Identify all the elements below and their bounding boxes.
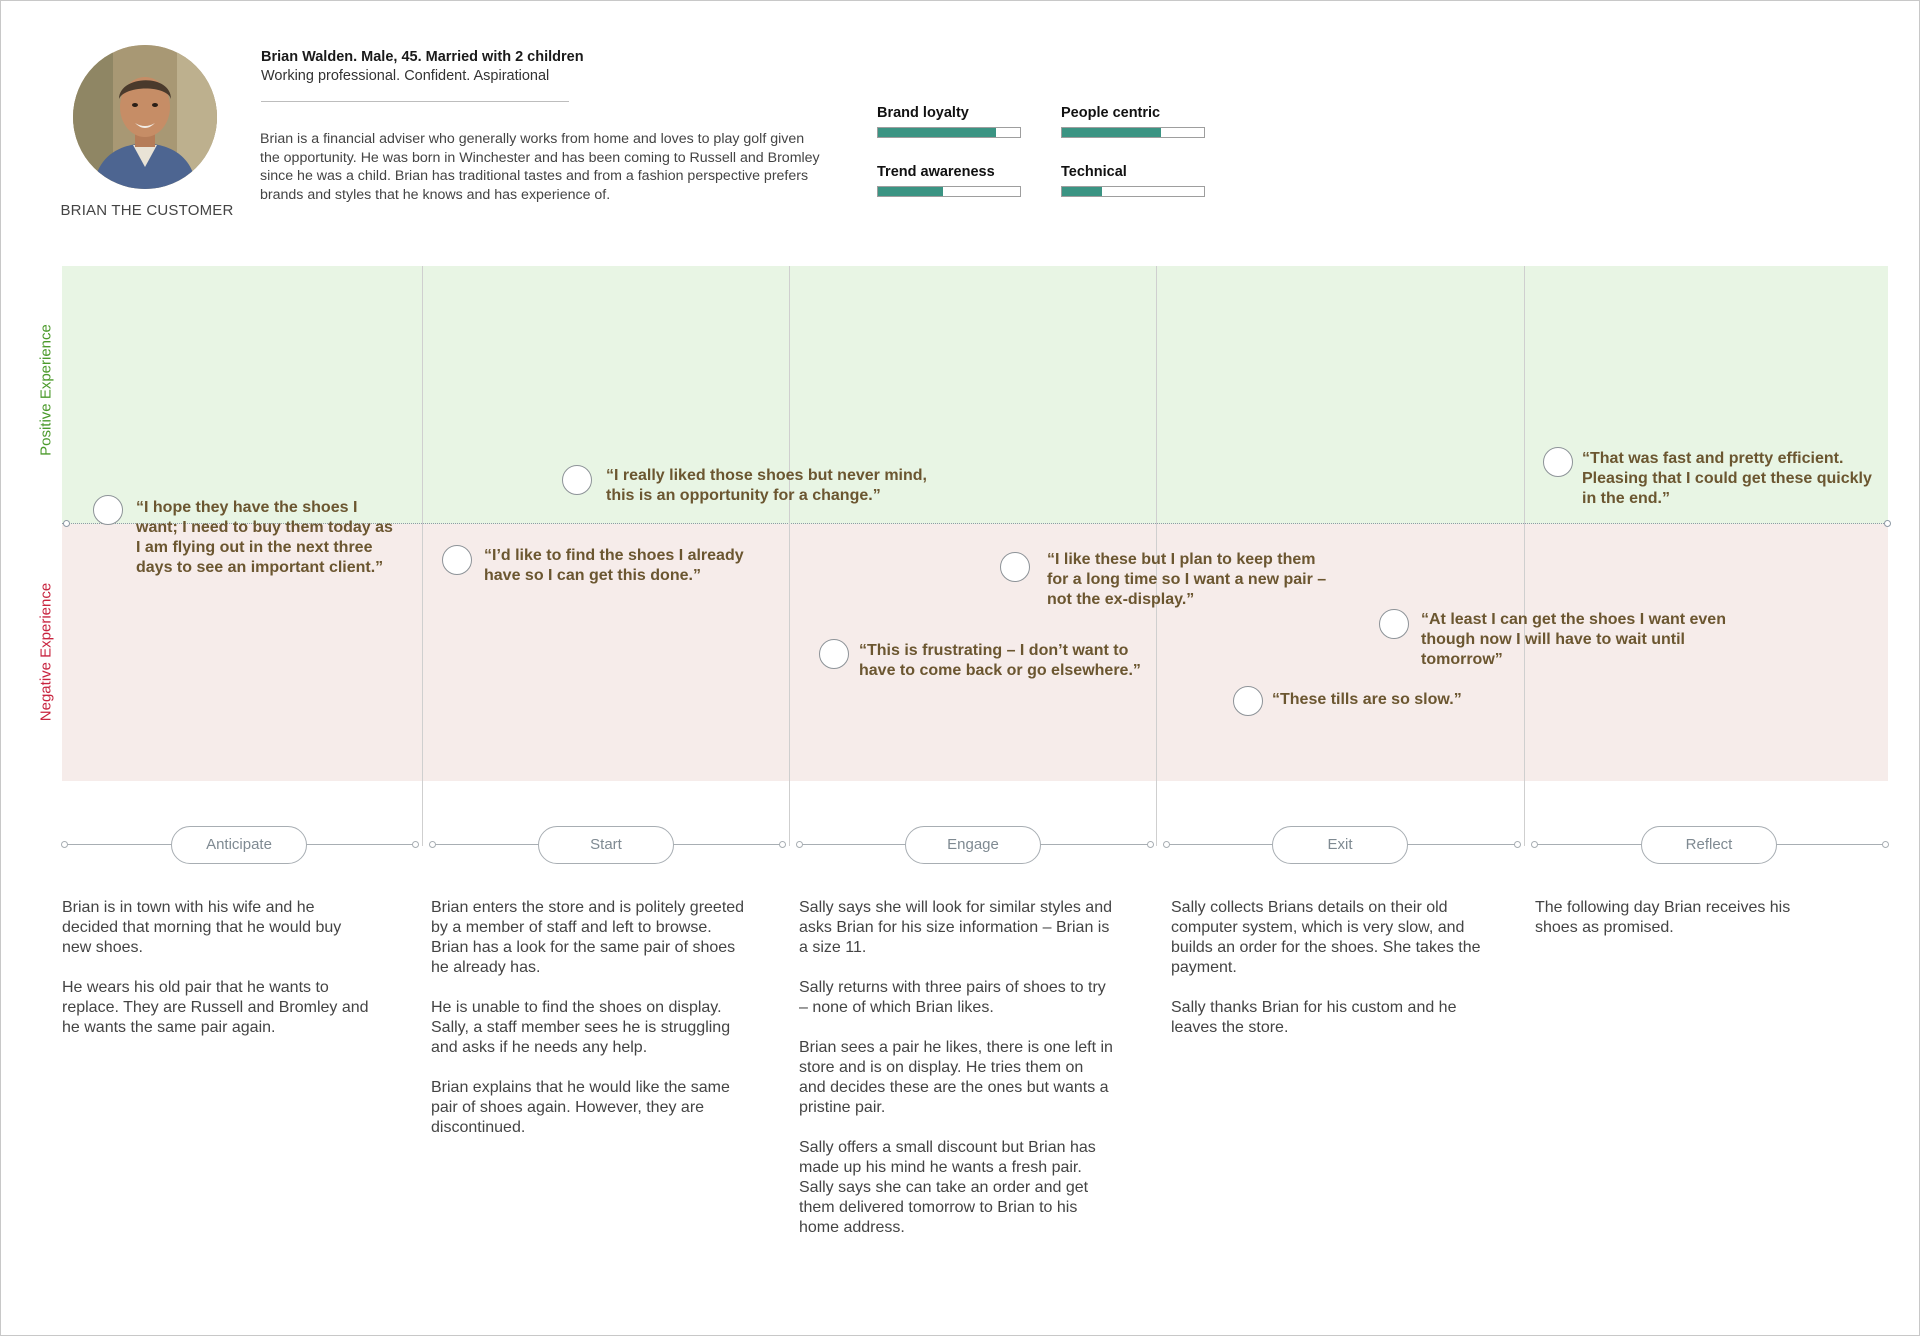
trait-meter [877,186,1021,197]
trait-trend-awareness: Trend awareness [877,164,1022,197]
persona-tagline: Working professional. Confident. Aspirat… [261,68,550,84]
timeline-dot [1882,841,1889,848]
emotion-marker [819,639,849,669]
neutral-line-start-dot [63,520,70,527]
neutral-line-end-dot [1884,520,1891,527]
quote-text: “I really liked those shoes but never mi… [606,467,927,504]
trait-label: Brand loyalty [877,105,969,121]
stage-description-anticipate: Brian is in town with his wife and he de… [62,898,372,1058]
trait-meter-fill [878,187,944,196]
trait-meter [877,127,1021,138]
emotion-marker [562,465,592,495]
emotion-marker [1379,609,1409,639]
trait-label: People centric [1061,105,1161,121]
emotion-marker [93,495,123,525]
stage-description-engage: Sally says she will look for similar sty… [799,898,1114,1258]
quote-text: “That was fast and pretty efficient. Ple… [1582,450,1872,507]
trait-brand-loyalty: Brand loyalty [877,105,1022,138]
stage-anticipate: Anticipate [171,826,307,864]
description-paragraph: He is unable to find the shoes on displa… [431,999,731,1056]
positive-zone [62,266,1888,524]
timeline-dot [429,841,436,848]
stage-engage: Engage [905,826,1041,864]
timeline-dot [796,841,803,848]
negative-zone [62,524,1888,781]
quote-text: “This is frustrating – I don’t want to h… [859,642,1141,679]
negative-axis-label: Negative Experience [37,582,55,722]
stage-description-reflect: The following day Brian receives his sho… [1535,898,1835,958]
timeline-dot [779,841,786,848]
description-paragraph: Sally offers a small discount but Brian … [799,1139,1096,1236]
description-paragraph: Sally thanks Brian for his custom and he… [1171,999,1457,1036]
trait-people-centric: People centric [1061,105,1206,138]
trait-label: Trend awareness [877,164,995,180]
persona-title: BRIAN THE CUSTOMER [60,202,234,219]
stage-divider [1156,266,1157,846]
emotion-marker [1543,447,1573,477]
stage-exit: Exit [1272,826,1408,864]
timeline-dot [1514,841,1521,848]
trait-meter [1061,186,1205,197]
timeline-dot [412,841,419,848]
trait-label: Technical [1061,164,1127,180]
timeline-dot [1163,841,1170,848]
quote-text: “At least I can get the shoes I want eve… [1421,611,1726,668]
stage-description-exit: Sally collects Brians details on their o… [1171,898,1486,1058]
quote-text: “These tills are so slow.” [1272,691,1462,708]
timeline-dot [1531,841,1538,848]
description-paragraph: Brian enters the store and is politely g… [431,899,745,976]
persona-divider [261,101,569,102]
trait-meter-fill [878,128,996,137]
stage-start: Start [538,826,674,864]
description-paragraph: Sally says she will look for similar sty… [799,899,1112,956]
timeline-dot [61,841,68,848]
persona-photo [73,45,217,189]
description-paragraph: Brian explains that he would like the sa… [431,1079,730,1136]
emotion-marker [442,545,472,575]
description-paragraph: Sally collects Brians details on their o… [1171,899,1481,976]
emotion-marker [1233,686,1263,716]
emotion-marker [1000,552,1030,582]
persona-name: Brian Walden. Male, 45. Married with 2 c… [261,49,584,65]
description-paragraph: Brian sees a pair he likes, there is one… [799,1039,1113,1116]
neutral-line [62,523,1888,524]
persona-bio: Brian is a financial adviser who general… [260,131,820,203]
trait-meter-fill [1062,128,1162,137]
description-paragraph: Sally returns with three pairs of shoes … [799,979,1106,1016]
description-paragraph: Brian is in town with his wife and he de… [62,899,342,956]
stage-reflect: Reflect [1641,826,1777,864]
quote-text: “I like these but I plan to keep them fo… [1047,551,1327,608]
trait-meter-fill [1062,187,1102,196]
trait-technical: Technical [1061,164,1206,197]
positive-axis-label: Positive Experience [37,324,55,456]
quote-text: “I hope they have the shoes I want; I ne… [136,499,393,576]
description-paragraph: The following day Brian receives his sho… [1535,899,1791,936]
description-paragraph: He wears his old pair that he wants to r… [62,979,369,1036]
stage-divider [1524,266,1525,846]
quote-text: “I’d like to find the shoes I already ha… [484,547,744,584]
timeline-dot [1147,841,1154,848]
trait-meter [1061,127,1205,138]
stage-divider [789,266,790,846]
stage-description-start: Brian enters the store and is politely g… [431,898,746,1158]
stage-divider [422,266,423,846]
